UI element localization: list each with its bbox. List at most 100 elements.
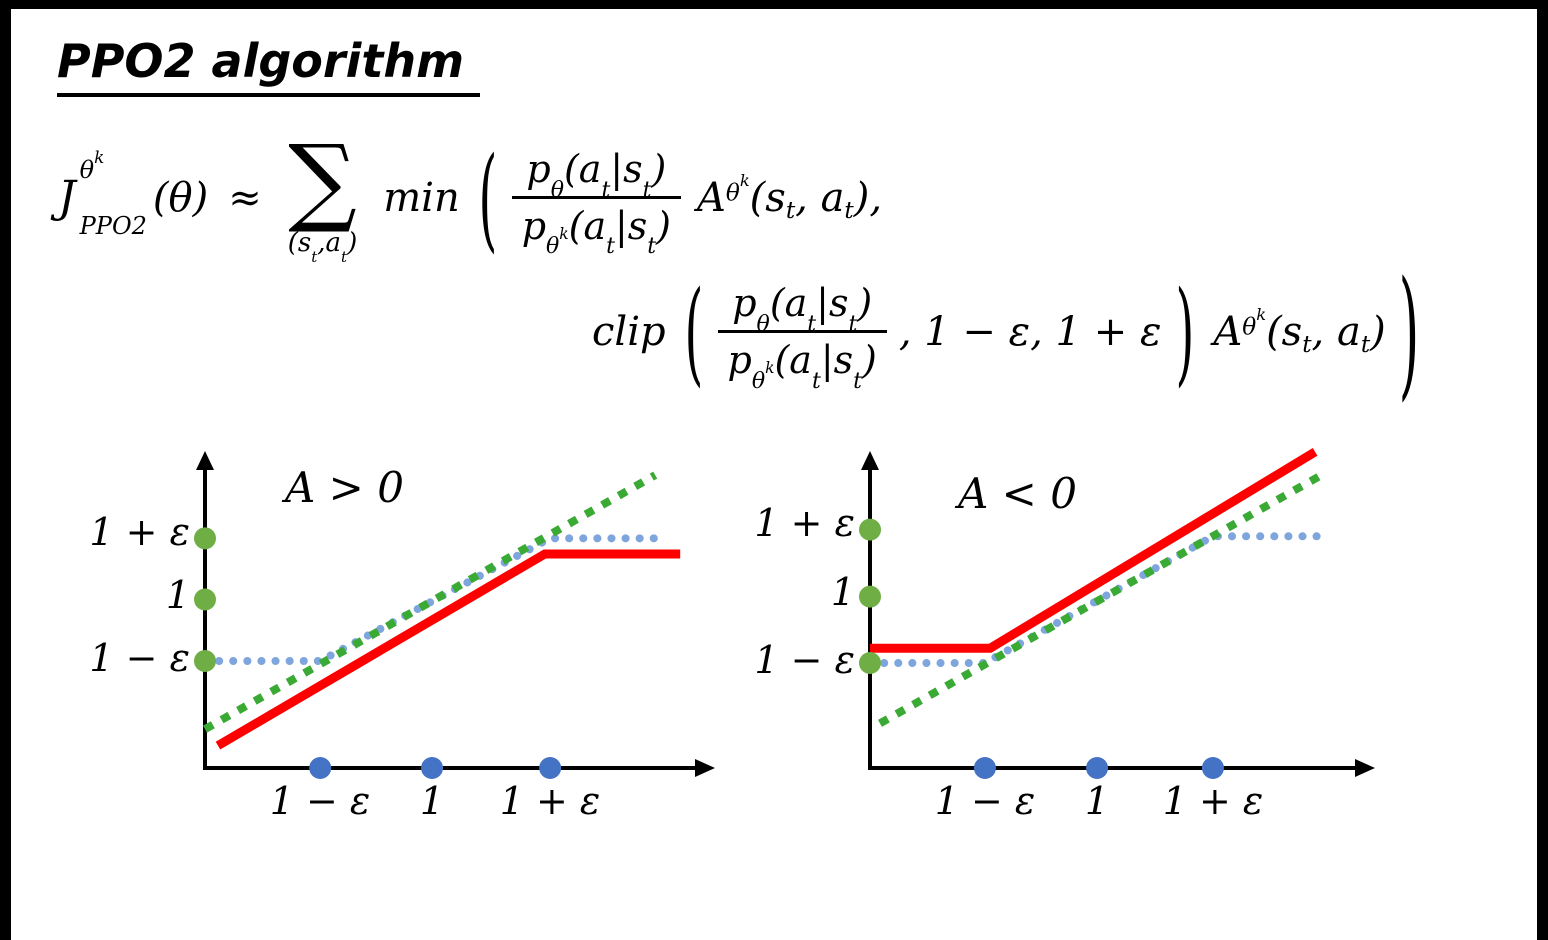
outer-close-paren: ): [1398, 250, 1420, 415]
math-token: ): [1370, 309, 1386, 356]
slide-frame-top: [0, 0, 1548, 9]
j-symbol: J: [58, 172, 76, 224]
subscript-theta: θ: [550, 177, 564, 203]
subscript-theta-k: θk: [752, 361, 775, 394]
theta-symbol: θ: [1242, 314, 1257, 342]
clipped-ratio-line: [866, 532, 1334, 668]
subscript-t: t: [807, 312, 817, 338]
math-token: (s: [1266, 309, 1303, 356]
y-tick-dot: [194, 649, 216, 672]
x-axis-arrow: [1355, 759, 1375, 777]
x-tick-dot: [539, 757, 562, 779]
objective-min-line: [215, 549, 681, 750]
math-token: , a: [1311, 309, 1361, 356]
fraction-numerator: pθ(at|st): [516, 146, 676, 201]
math-token: |s: [816, 281, 849, 326]
region-label-a-positive: A > 0: [285, 463, 404, 512]
x-axis-arrow: [695, 759, 715, 777]
y-tick-dot: [859, 652, 881, 675]
x-tick-dot: [973, 757, 996, 779]
math-token: |s: [820, 337, 854, 382]
clipped-ratio-line: [201, 534, 665, 665]
math-token: ): [862, 337, 877, 382]
clip-bounds: , 1 − ε, 1 + ε: [898, 309, 1162, 356]
clip-label: clip: [592, 309, 666, 356]
j-superscript: θk: [79, 148, 147, 185]
x-tick-dot: [1201, 757, 1224, 779]
x-tick-label: 1: [419, 779, 445, 823]
subscript-t: t: [853, 368, 862, 394]
x-tick-label: 1 + ε: [1162, 779, 1264, 823]
y-tick-dot: [194, 588, 216, 611]
k-superscript: k: [559, 224, 569, 243]
theta-argument: (θ): [152, 175, 209, 222]
A-superscript: θk: [726, 172, 750, 205]
slide-frame-left: [0, 0, 11, 940]
k-superscript: k: [739, 170, 750, 190]
math-token: (a: [568, 203, 607, 248]
p-symbol: p: [521, 203, 547, 248]
formula-line-2: clip ( pθ(at|st) pθk(at|st) , 1 − ε, 1 +…: [578, 262, 1427, 402]
math-token: |s: [610, 147, 643, 192]
fraction-denominator: pθk(at|st): [717, 329, 887, 392]
subscript-theta-k: θk: [546, 226, 569, 260]
math-token: ): [853, 175, 870, 222]
subscript-t: t: [811, 368, 821, 394]
A-symbol: A: [1213, 309, 1243, 356]
y-tick-dot: [859, 518, 881, 541]
x-tick-label: 1 + ε: [499, 779, 601, 823]
j-term: J θk PPO2: [58, 148, 147, 241]
A-symbol: A: [696, 175, 726, 222]
math-token: (a: [774, 337, 812, 382]
x-tick-dot: [309, 757, 332, 779]
y-tick-label: 1: [830, 570, 855, 614]
math-token: , a: [795, 175, 845, 222]
plot-a-positive: A > 0 1 + ε 1 1 − ε 1 − ε 1 1 + ε: [50, 445, 720, 845]
p-symbol: p: [732, 281, 757, 326]
subscript-t: t: [642, 177, 652, 203]
x-tick-label: 1 − ε: [269, 779, 371, 823]
slide-frame-right: [1537, 0, 1548, 940]
sum-term: ∑ (st,at): [288, 124, 358, 265]
math-token: (s: [749, 175, 786, 222]
A-superscript: θk: [1242, 306, 1266, 339]
formula-line-1: J θk PPO2 (θ) ≈ ∑ (st,at) min ( pθ(at|st…: [58, 124, 1427, 265]
y-axis-arrow: [861, 451, 879, 470]
comma-token: ,: [869, 175, 883, 222]
subscript-t: t: [311, 247, 318, 266]
math-token: (a: [563, 147, 602, 192]
math-token: ): [857, 281, 873, 326]
theta-symbol: θ: [79, 156, 95, 185]
subscript-t: t: [341, 247, 348, 266]
sum-symbol: ∑: [288, 124, 357, 236]
j-scripts: θk PPO2: [79, 148, 147, 241]
x-tick-label: 1 − ε: [934, 779, 1036, 823]
sum-limits: (st,at): [288, 228, 358, 264]
k-superscript: k: [94, 146, 105, 167]
y-tick-label: 1 + ε: [89, 510, 190, 554]
p-symbol: p: [526, 147, 551, 192]
y-tick-dot: [194, 527, 216, 550]
fraction-numerator: pθ(at|st): [722, 280, 882, 335]
j-subscript-ppo2: PPO2: [79, 212, 147, 241]
approx-symbol: ≈: [228, 175, 262, 222]
math-token: |s: [614, 203, 648, 248]
plot-a-negative: A < 0 1 + ε 1 1 − ε 1 − ε 1 1 + ε: [730, 445, 1380, 845]
subscript-t: t: [601, 177, 611, 203]
math-token: ): [347, 228, 358, 259]
subscript-t: t: [848, 312, 858, 338]
x-tick-dot: [1086, 757, 1109, 779]
k-superscript: k: [1256, 304, 1267, 324]
math-token: (a: [769, 281, 808, 326]
y-tick-dot: [859, 585, 881, 608]
math-token: ): [651, 147, 667, 192]
y-axis-arrow: [196, 451, 214, 470]
math-token: ): [656, 203, 671, 248]
probability-ratio-fraction: pθ(at|st) pθk(at|st): [717, 280, 887, 392]
theta-symbol: θ: [546, 234, 560, 260]
y-tick-label: 1 + ε: [754, 501, 855, 545]
ratio-identity-line: [878, 469, 1328, 727]
big-open-paren: (: [478, 132, 498, 265]
